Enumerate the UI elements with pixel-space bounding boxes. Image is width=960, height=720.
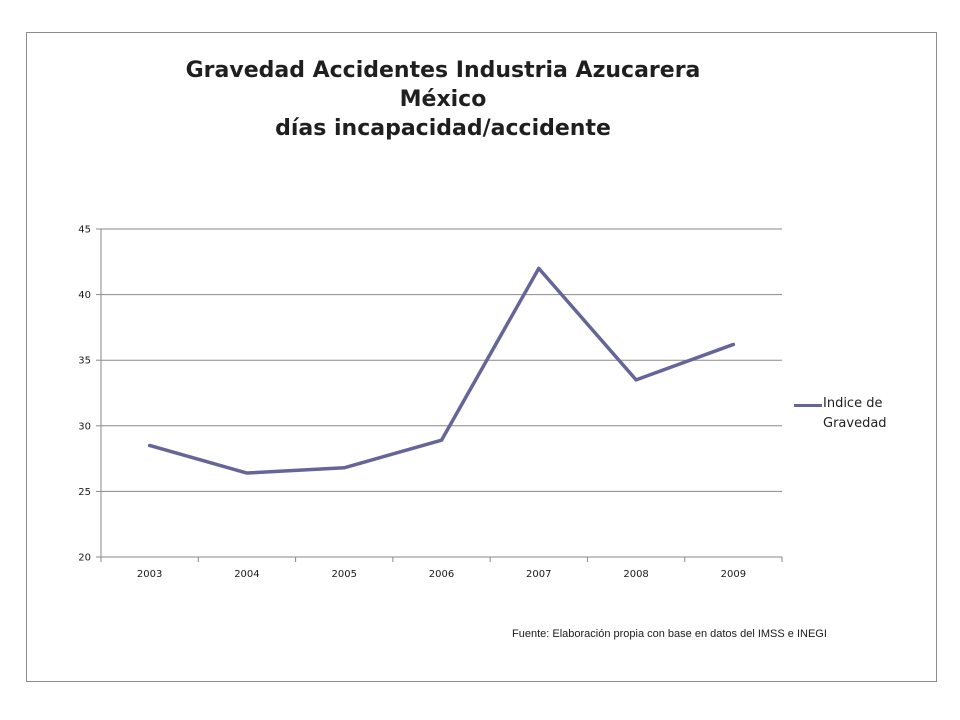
x-tick-label: 2003: [137, 569, 162, 580]
y-tick-label: 45: [78, 225, 91, 236]
data-point: [634, 378, 638, 382]
legend-swatch: [794, 404, 822, 407]
data-point: [440, 438, 443, 442]
chart-frame: [26, 32, 937, 682]
source-note: Fuente: Elaboración propia con base en d…: [512, 628, 827, 640]
y-tick-label: 20: [78, 553, 91, 564]
data-point: [148, 443, 152, 447]
y-tick-label: 35: [78, 356, 91, 367]
title-line-2: México: [399, 87, 487, 112]
title-line-3: días incapacidad/accidente: [275, 116, 611, 141]
data-point: [245, 471, 249, 475]
data-point: [731, 342, 735, 346]
title-line-1: Gravedad Accidentes Industria Azucarera: [185, 58, 701, 83]
y-tick-label: 40: [78, 290, 91, 301]
data-point: [537, 266, 541, 270]
y-tick-label: 25: [78, 487, 91, 498]
data-point: [342, 466, 346, 470]
series-line: [147, 266, 736, 475]
x-tick-label: 2004: [234, 569, 259, 580]
x-tick-label: 2006: [429, 569, 454, 580]
x-tick-label: 2009: [721, 569, 746, 580]
y-tick-label: 30: [78, 421, 91, 432]
x-tick-label: 2008: [623, 569, 648, 580]
legend-label: Indice de Gravedad: [823, 396, 887, 431]
x-tick-label: 2007: [526, 569, 551, 580]
x-tick-label: 2005: [331, 569, 356, 580]
chart-title: Gravedad Accidentes Industria Azucarera …: [0, 56, 886, 143]
